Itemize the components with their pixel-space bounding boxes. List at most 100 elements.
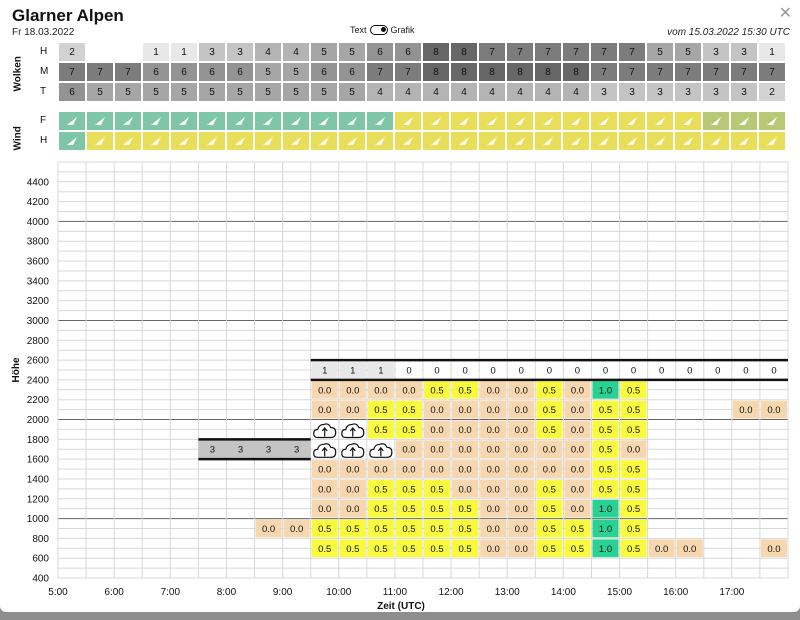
wind-cell (506, 111, 534, 131)
wind-cell (534, 111, 562, 131)
cloud-cover-cell: 5 (198, 82, 226, 102)
icing-value: 0.0 (515, 504, 528, 515)
icing-cell (480, 519, 507, 538)
cloud-cover-cell: 5 (170, 82, 198, 102)
icing-value: 0.0 (571, 504, 584, 515)
icing-cell (508, 519, 535, 538)
icing-cell (339, 479, 366, 498)
icing-value: 0.5 (599, 425, 612, 436)
cloud-cover-cell: 3 (198, 42, 226, 62)
wind-cell (366, 111, 394, 131)
icing-value: 0.5 (402, 425, 415, 436)
icing-cell (452, 380, 479, 399)
icing-value: 1.0 (599, 504, 612, 515)
cloud-cover-cell: 8 (478, 62, 506, 82)
cloud-cover-cell: 8 (422, 62, 450, 82)
icing-value: 1.0 (599, 544, 612, 555)
icing-cell (367, 420, 394, 439)
icing-value: 0.0 (515, 385, 528, 396)
icing-cell (536, 380, 563, 399)
wind-arrow-icon (123, 137, 133, 145)
toggle-switch[interactable] (369, 25, 388, 35)
icing-value: 0.5 (627, 385, 640, 396)
y-tick-label: 2800 (27, 336, 50, 347)
cloud-top-cell (508, 362, 535, 378)
icing-cell (620, 380, 647, 399)
icing-cell (367, 460, 394, 478)
cloud-cover-cell: 4 (254, 42, 282, 62)
icing-value: 0.5 (599, 405, 612, 416)
wind-arrow-icon (347, 117, 357, 125)
x-tick-label: 17:00 (719, 587, 744, 598)
cloud-cover-cell: 3 (730, 42, 758, 62)
cloud-top-cell (704, 362, 731, 378)
cloud-cover-cell: 7 (506, 42, 534, 62)
cloud-top-value: 0 (715, 366, 720, 377)
cloud-cover-cell (86, 42, 114, 62)
wind-cell (562, 111, 590, 131)
icing-cell (480, 460, 507, 478)
icing-value: 0.0 (262, 524, 275, 535)
wind-cell (534, 131, 562, 151)
wind-cell (226, 111, 254, 131)
wind-cell (254, 111, 282, 131)
icing-cell (452, 499, 479, 518)
icing-value: 0.0 (487, 425, 500, 436)
icing-value: 0.5 (627, 465, 640, 476)
cloud-cover-cell: 8 (562, 62, 590, 82)
icing-value: 0.0 (430, 465, 443, 476)
y-tick-label: 1000 (27, 514, 50, 525)
icing-cell (339, 539, 366, 558)
icing-value: 0.5 (459, 385, 472, 396)
y-tick-label: 2000 (27, 415, 50, 426)
wind-cell (338, 111, 366, 131)
wind-cell (394, 131, 422, 151)
icing-cell (283, 519, 310, 538)
icing-value: 0.0 (515, 484, 528, 495)
icing-cell (648, 539, 675, 558)
icing-value: 0.0 (459, 465, 472, 476)
icing-value: 0.0 (543, 445, 556, 456)
cloud-cover-cell: 7 (394, 62, 422, 82)
cloud-cover-cell: 4 (422, 82, 450, 102)
icing-value: 0.0 (655, 544, 668, 555)
wind-arrow-icon (767, 137, 777, 145)
wind-cell (422, 131, 450, 151)
toggle-text-label: Text (350, 25, 367, 35)
icing-value: 0.0 (459, 425, 472, 436)
wind-cell (310, 111, 338, 131)
wind-cell (618, 111, 646, 131)
y-tick-label: 1200 (27, 494, 50, 505)
icing-cell (395, 479, 422, 498)
icing-value: 0.5 (402, 484, 415, 495)
wind-cell (646, 111, 674, 131)
icing-value: 0.0 (515, 425, 528, 436)
icing-cell (508, 380, 535, 399)
view-toggle[interactable]: Text Grafik (350, 25, 415, 35)
icing-value: 0.5 (627, 425, 640, 436)
wind-cell (282, 111, 310, 131)
wind-cell (226, 131, 254, 151)
icing-cell (480, 539, 507, 558)
cloud-cover-cell: 3 (646, 82, 674, 102)
icing-value: 0.0 (543, 465, 556, 476)
icing-value: 0.0 (430, 445, 443, 456)
wind-cell (86, 131, 114, 151)
x-tick-label: 15:00 (607, 587, 632, 598)
wind-arrow-icon (95, 137, 105, 145)
icing-cell (760, 539, 787, 558)
close-icon[interactable]: ✕ (778, 5, 792, 22)
icing-cell (508, 420, 535, 439)
icing-value: 0.5 (571, 524, 584, 535)
cloud-cover-cell: 6 (170, 62, 198, 82)
clouds-row-label: M (40, 66, 49, 77)
icing-value: 0.0 (318, 504, 331, 515)
cloud-cover-cell: 6 (366, 42, 394, 62)
wind-arrow-icon (599, 137, 609, 145)
wind-arrow-icon (571, 137, 581, 145)
wind-arrow-icon (291, 137, 301, 145)
icing-cell (536, 519, 563, 538)
icing-value: 0.0 (346, 484, 359, 495)
icing-cell (620, 420, 647, 439)
icing-cell (424, 519, 451, 538)
